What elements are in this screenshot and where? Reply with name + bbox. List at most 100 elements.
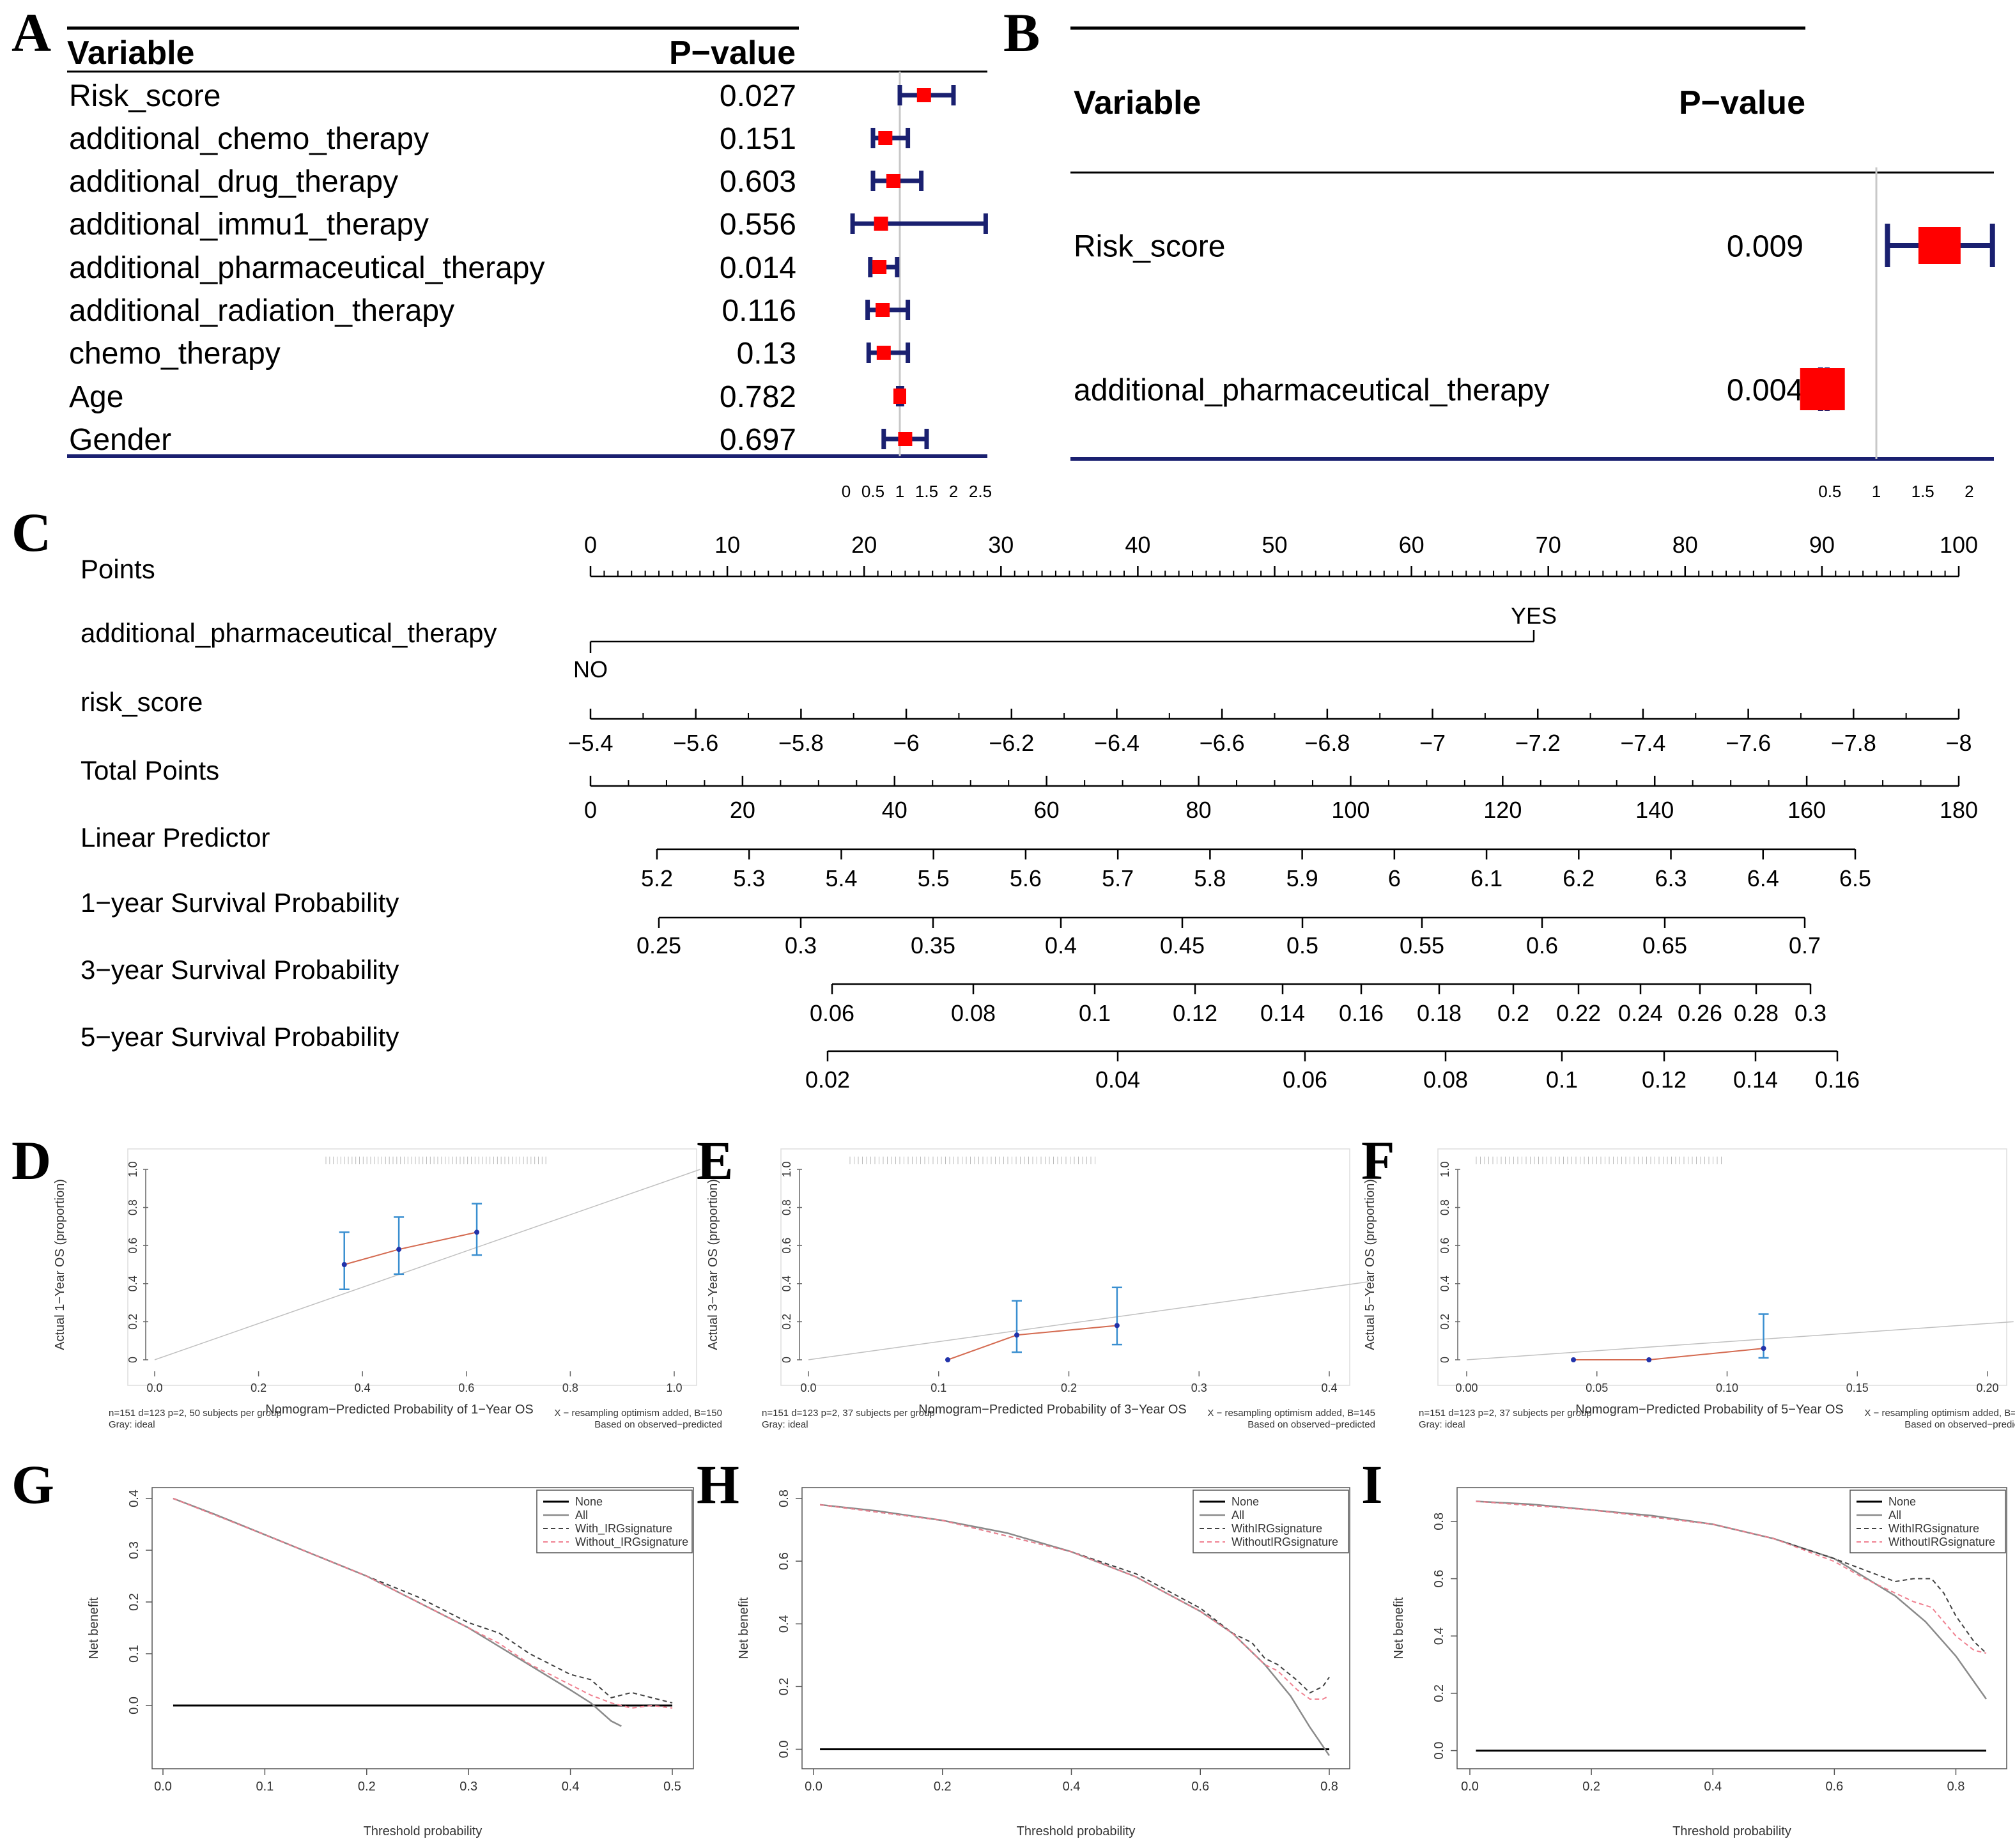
panel-letter-a: A: [12, 2, 51, 63]
forest-hr-box: [886, 174, 900, 188]
forest-row-pvalue: 0.782: [720, 380, 796, 414]
nomogram-tick-label: 0.35: [911, 932, 955, 959]
panel-letter: F: [1361, 1130, 1395, 1191]
forest-row-pvalue: 0.603: [720, 165, 796, 199]
nomogram-tick-label: 0.24: [1618, 1000, 1663, 1026]
nomogram-tick-label: 0.14: [1260, 1000, 1305, 1026]
nomogram-tick-label: −7.2: [1515, 730, 1561, 756]
calibration-point: [474, 1229, 480, 1235]
calibration-x-label: Nomogram−Predicted Probability of 5−Year…: [1575, 1403, 1843, 1417]
calibration-x-tick-label: 0.0: [800, 1382, 816, 1394]
forest-row-label: Risk_score: [1074, 230, 1225, 264]
dca-legend-label: Without_IRGsignature: [575, 1536, 688, 1549]
calibration-point: [1114, 1323, 1120, 1328]
calibration-x-tick-label: 0.1: [930, 1382, 946, 1394]
nomogram-tick-label: 5.2: [641, 865, 673, 891]
dca-x-label: Threshold probability: [364, 1824, 483, 1838]
dca-x-tick-label: 0.6: [1191, 1780, 1209, 1794]
forest-row-pvalue: 0.116: [722, 294, 796, 328]
nomogram-tick-label: 0.22: [1556, 1000, 1601, 1026]
nomogram: Points additional_pharmaceutical_therapyr…: [81, 532, 1978, 1093]
panel-f: F 0 0.2 0.4 0.6 0.8 1.0 0.00 0.05 0.10 0.15 0.20 Act…: [1361, 1130, 2015, 1430]
nomogram-tick-label: −7.6: [1725, 730, 1771, 756]
dca-y-tick-label: 0.0: [127, 1697, 141, 1714]
nomogram-tick-label: 0.14: [1733, 1066, 1778, 1093]
calibration-x-tick-label: 0.10: [1716, 1382, 1738, 1394]
calibration-note: Gray: ideal: [1419, 1419, 1465, 1430]
calibration-note: Based on observed−predicted: [1247, 1419, 1375, 1430]
calibration-y-tick-label: 1.0: [780, 1161, 793, 1177]
forest-row-pvalue: 0.151: [720, 122, 796, 156]
dca-x-tick-label: 0.8: [1947, 1780, 1965, 1794]
nomogram-tick-label: 5.4: [825, 865, 857, 891]
nomogram-tick-label: 0.08: [1423, 1066, 1468, 1093]
calibration-x-tick-label: 0.4: [355, 1382, 371, 1394]
dca-x-tick-label: 0.4: [1063, 1780, 1081, 1794]
forest-hr-box: [893, 389, 906, 404]
forest-row-label: Age: [69, 380, 123, 414]
calibration-plot-frame: [780, 1148, 1350, 1386]
dca-y-tick-label: 0.4: [1432, 1627, 1446, 1645]
forest-row-pvalue: 0.004: [1727, 374, 1803, 408]
panel-letter: E: [697, 1130, 733, 1191]
calibration-point: [341, 1262, 347, 1267]
calibration-note: n=151 d=123 p=2, 37 subjects per group: [762, 1408, 935, 1419]
dca-x-tick-label: 0.0: [154, 1780, 172, 1794]
nomogram-tick-label: −6.6: [1200, 730, 1245, 756]
nomogram-tick-label: −5.6: [673, 730, 718, 756]
calibration-y-tick-label: 0.4: [127, 1275, 139, 1291]
dca-y-label: Net benefit: [737, 1597, 751, 1659]
calibration-y-tick-label: 0.8: [1439, 1199, 1451, 1215]
nomogram-tick-label: 0.18: [1417, 1000, 1462, 1026]
calibration-y-tick-label: 0: [780, 1357, 793, 1363]
calibration-point: [1646, 1357, 1652, 1362]
calibration-point: [1761, 1346, 1766, 1351]
nomogram-tick-label: 160: [1787, 797, 1826, 823]
nomogram-tick-label: −7.4: [1620, 730, 1665, 756]
calibration-y-tick-label: 0: [1439, 1357, 1451, 1363]
panel-letter-b: B: [1003, 2, 1040, 63]
panel-letter-c: C: [12, 502, 51, 563]
nomogram-tick-label: 0.26: [1678, 1000, 1722, 1026]
calibration-note: n=151 d=123 p=2, 37 subjects per group: [1419, 1408, 1592, 1419]
dca-y-tick-label: 0.4: [777, 1615, 791, 1633]
nomogram-tick-label: 20: [730, 797, 755, 823]
nomogram-tick-label: YES: [1511, 603, 1557, 629]
dca-y-tick-label: 0.6: [1432, 1570, 1446, 1588]
dca-legend-label: None: [1231, 1495, 1259, 1508]
nomogram-row-label: 3−year Survival Probability: [81, 955, 399, 985]
calibration-y-tick-label: 0.2: [127, 1314, 139, 1330]
forest-a-header-variable: Variable: [67, 35, 194, 72]
calibration-ideal-line: [1466, 1321, 2014, 1360]
dca-x-tick-label: 0.0: [1461, 1780, 1479, 1794]
forest-hr-box: [876, 346, 891, 360]
forest-axis-tick-label: 2.5: [969, 482, 992, 501]
forest-hr-box: [872, 260, 887, 274]
dca-x-tick-label: 0.8: [1320, 1780, 1338, 1794]
nomogram-tick-label: 5.6: [1010, 865, 1042, 891]
nomogram-tick-label: 70: [1536, 532, 1561, 558]
dca-y-tick-label: 0.0: [1432, 1742, 1446, 1760]
panel-a: A Variable P−value Risk_score 0.027 additi…: [12, 2, 992, 501]
nomogram-tick-label: 6: [1388, 865, 1401, 891]
nomogram-tick-label: 0.12: [1642, 1066, 1687, 1093]
forest-row-label: chemo_therapy: [69, 337, 281, 371]
calibration-y-tick-label: 0.4: [1439, 1275, 1451, 1291]
nomogram-tick-label: 0: [584, 797, 597, 823]
nomogram-tick-label: 0: [584, 532, 597, 558]
calibration-note: X − resampling optimism added, B=145: [1207, 1408, 1375, 1419]
panel-letter: D: [12, 1130, 51, 1191]
nomogram-tick-label: 180: [1940, 797, 1978, 823]
dca-legend-label: WithoutIRGsignature: [1231, 1536, 1338, 1548]
nomogram-tick-label: 60: [1034, 797, 1060, 823]
forest-row-pvalue: 0.027: [720, 79, 796, 113]
forest-row-label: Risk_score: [69, 79, 220, 113]
panel-e: E 0 0.2 0.4 0.6 0.8 1.0 0.0 0.1 0.2 0.3 0.4 Actual 3…: [697, 1130, 1375, 1430]
forest-row-label: additional_pharmaceutical_therapy: [1074, 374, 1550, 408]
nomogram-tick-label: 0.45: [1160, 932, 1205, 959]
nomogram-tick-label: 0.55: [1400, 932, 1444, 959]
dca-legend-label: All: [1888, 1509, 1901, 1521]
nomogram-tick-label: 0.08: [951, 1000, 996, 1026]
calibration-x-tick-label: 0.6: [458, 1382, 474, 1394]
